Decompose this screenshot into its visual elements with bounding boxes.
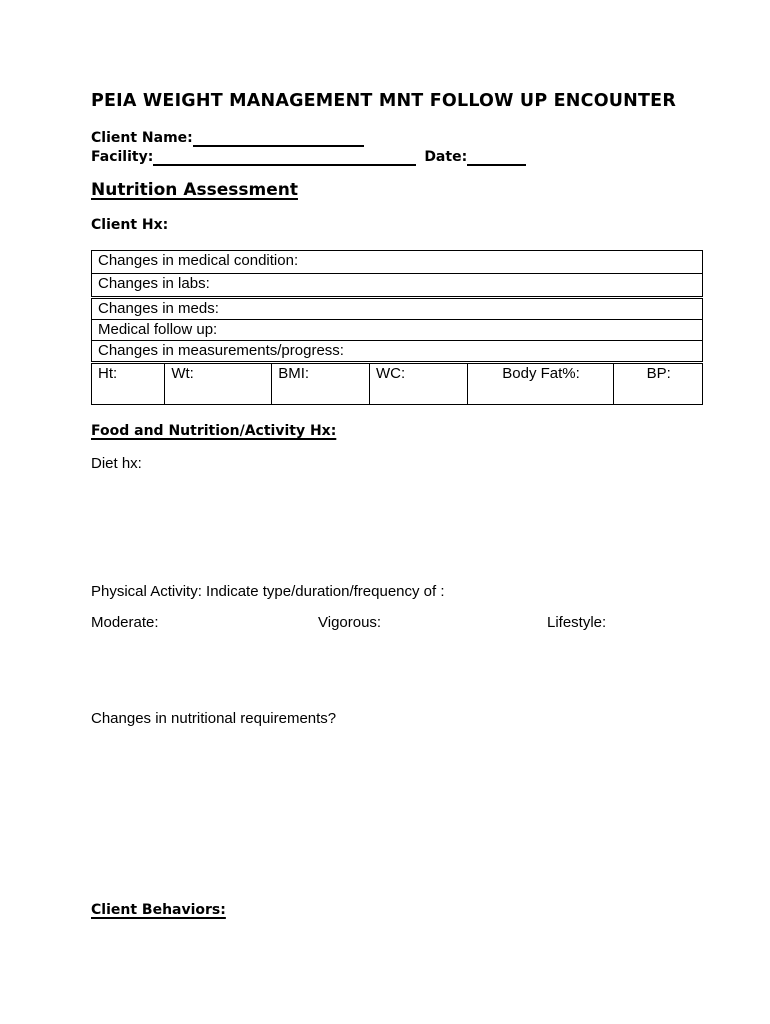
measure-label: Ht: [98,365,118,382]
section-heading-nutrition-assessment: Nutrition Assessment [91,180,298,200]
measure-label: Body Fat%: [502,365,580,382]
cell-wc[interactable]: WC: [368,363,468,405]
subheading-client-hx: Client Hx: [91,217,169,233]
facility-date-row: Facility: Date: [91,149,527,166]
client-hx-tables: Changes in medical condition: Changes in… [90,250,703,405]
lifestyle-label: Lifestyle: [547,614,607,631]
cell-bmi[interactable]: BMI: [271,363,370,405]
vigorous-label: Vigorous: [318,614,382,631]
facility-field[interactable] [153,149,417,166]
cell-body-fat[interactable]: Body Fat%: [466,363,615,405]
table-row: Medical follow up: [91,319,703,341]
row-label: Changes in meds: [98,300,219,317]
table-row: Changes in labs: [91,273,703,297]
date-field[interactable] [467,149,527,166]
row-label: Changes in labs: [98,275,210,292]
date-label: Date: [424,149,468,165]
subheading-food-activity-hx: Food and Nutrition/Activity Hx: [91,423,337,439]
client-name-label: Client Name: [91,130,193,146]
diet-hx-label: Diet hx: [91,455,142,472]
cell-changes-labs[interactable]: Changes in labs: [91,273,703,297]
page-title: PEIA WEIGHT MANAGEMENT MNT FOLLOW UP ENC… [91,91,676,111]
cell-changes-meds[interactable]: Changes in meds: [91,298,703,320]
measure-label: WC: [375,365,406,382]
client-hx-table-middle: Changes in meds: Medical follow up: Chan… [91,298,703,362]
cell-ht[interactable]: Ht: [90,363,166,405]
client-name-field[interactable] [192,130,364,147]
cell-changes-medical-condition[interactable]: Changes in medical condition: [91,250,703,274]
row-label: Changes in measurements/progress: [98,342,344,359]
cell-medical-follow-up[interactable]: Medical follow up: [91,319,703,341]
measure-label: Wt: [171,365,194,382]
physical-activity-label: Physical Activity: Indicate type/duratio… [91,583,445,600]
nutritional-requirements-label: Changes in nutritional requirements? [91,710,337,727]
row-label: Changes in medical condition: [98,252,299,269]
subheading-client-behaviors: Client Behaviors: [91,902,226,918]
measure-label: BP: [646,365,671,382]
table-row: Ht: Wt: BMI: WC: Body Fat%: BP: [90,363,703,405]
table-row: Changes in meds: [91,298,703,320]
table-row: Changes in measurements/progress: [91,340,703,362]
activity-levels-row: Moderate: Vigorous: Lifestyle: [91,614,711,632]
facility-label: Facility: [91,149,154,165]
cell-wt[interactable]: Wt: [164,363,273,405]
measure-label: BMI: [278,365,310,382]
cell-changes-measurements[interactable]: Changes in measurements/progress: [91,340,703,362]
row-label: Medical follow up: [98,321,218,338]
client-name-row: Client Name: [91,130,364,147]
moderate-label: Moderate: [91,614,159,631]
client-hx-table-top: Changes in medical condition: Changes in… [91,250,703,297]
table-row: Changes in medical condition: [91,250,703,274]
measurements-table: Ht: Wt: BMI: WC: Body Fat%: BP: [90,363,703,405]
cell-bp[interactable]: BP: [613,363,703,405]
